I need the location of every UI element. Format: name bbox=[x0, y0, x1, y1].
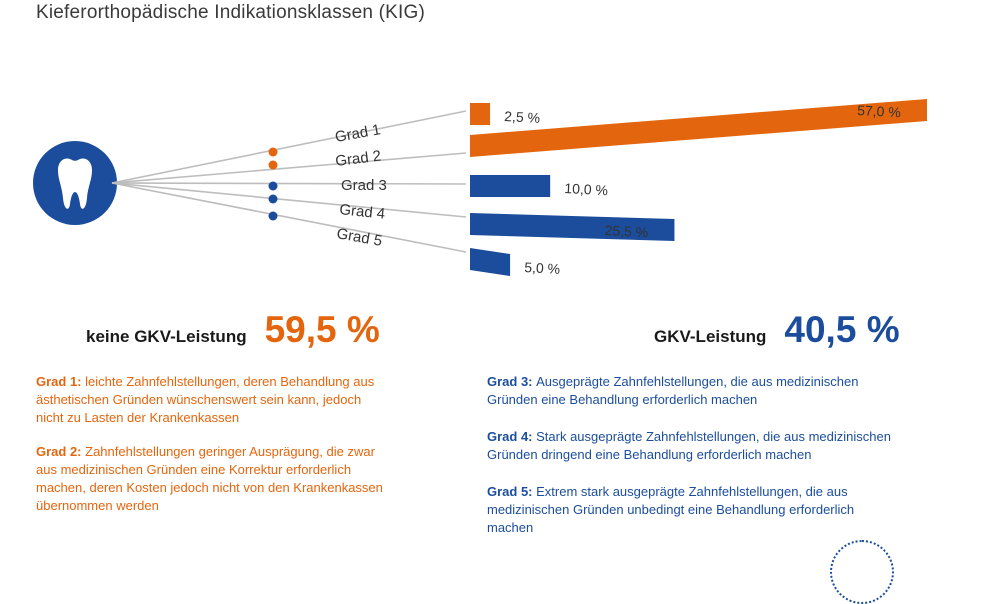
category-label-4: Grad 4 bbox=[339, 201, 386, 223]
desc-left-2: Grad 2: Zahnfehlstellungen geringer Ausp… bbox=[36, 443, 383, 515]
connector-line-3 bbox=[111, 182, 467, 185]
desc-right-3: Grad 5: Extrem stark ausgeprägte Zahnfeh… bbox=[487, 483, 854, 537]
desc-right-text: Gründen dringend eine Behandlung erforde… bbox=[487, 447, 812, 462]
summary-no-gkv-label: keine GKV-Leistung bbox=[86, 327, 247, 346]
value-label-grade-4: 25,5 % bbox=[604, 222, 648, 240]
category-label-3: Grad 3 bbox=[341, 177, 387, 194]
bar-grade-1 bbox=[470, 103, 491, 125]
desc-left-text: übernommen werden bbox=[36, 498, 159, 513]
desc-right-2: Grad 4: Stark ausgeprägte Zahnfehlstellu… bbox=[487, 428, 891, 464]
connector-line-4 bbox=[111, 182, 467, 218]
desc-left-heading: Grad 1: bbox=[36, 374, 86, 389]
value-label-grade-3: 10,0 % bbox=[564, 180, 608, 198]
desc-left-heading: Grad 2: bbox=[36, 444, 86, 459]
desc-left-1: Grad 1: leichte Zahnfehlstellungen, dere… bbox=[36, 373, 374, 427]
desc-left-text: nicht zu Lasten der Krankenkassen bbox=[36, 410, 240, 425]
desc-right-text: Stark ausgeprägte Zahnfehlstellungen, di… bbox=[536, 429, 891, 444]
desc-right-heading: Grad 3: bbox=[487, 374, 537, 389]
desc-right-text: machen bbox=[487, 520, 534, 535]
grade-dot-3 bbox=[268, 181, 278, 191]
grade-dot-2 bbox=[268, 160, 278, 170]
chart-title: Kieferorthopädische Indikationsklassen (… bbox=[36, 2, 425, 23]
summary-gkv-value: 40,5 % bbox=[784, 309, 900, 350]
desc-right-text: Extrem stark ausgeprägte Zahnfehlstellun… bbox=[536, 484, 848, 499]
bar-grade-3 bbox=[470, 175, 551, 197]
desc-left-text: ästhetischen Gründen wünschenswert sein … bbox=[36, 392, 362, 407]
desc-right-heading: Grad 4: bbox=[487, 429, 537, 444]
desc-right-text: Gründen eine Behandlung erforderlich mac… bbox=[487, 392, 758, 407]
bar-grade-2 bbox=[470, 99, 927, 157]
category-label-1: Grad 1 bbox=[334, 121, 382, 146]
desc-right-text: medizinischen Gründen unbedingt eine Beh… bbox=[487, 502, 855, 517]
desc-right-text: Ausgeprägte Zahnfehlstellungen, die aus … bbox=[536, 374, 859, 389]
desc-left-text: Zahnfehlstellungen geringer Ausprägung, … bbox=[85, 444, 375, 459]
value-label-grade-2: 57,0 % bbox=[857, 102, 901, 120]
seal-logo bbox=[830, 540, 894, 604]
grade-dot-1 bbox=[268, 147, 278, 157]
summary-gkv: GKV-Leistung 40,5 % bbox=[654, 309, 900, 351]
desc-left-text: leichte Zahnfehlstellungen, deren Behand… bbox=[85, 374, 375, 389]
connector-line-5 bbox=[111, 182, 467, 253]
summary-no-gkv: keine GKV-Leistung 59,5 % bbox=[86, 309, 380, 351]
value-label-grade-5: 5,0 % bbox=[524, 259, 561, 277]
grade-dot-4 bbox=[268, 194, 278, 204]
connector-line-1 bbox=[111, 110, 467, 184]
grade-dot-5 bbox=[268, 211, 278, 221]
desc-left-text: aus medizinischen Gründen eine Korrektur… bbox=[36, 462, 352, 477]
category-label-2: Grad 2 bbox=[334, 148, 382, 170]
summary-gkv-label: GKV-Leistung bbox=[654, 327, 767, 346]
summary-no-gkv-value: 59,5 % bbox=[264, 309, 380, 350]
kig-chart: Grad 1 2,5 % Grad 2 57,0 % Grad 3 10,0 % Grad … bbox=[33, 99, 927, 277]
category-label-5: Grad 5 bbox=[335, 225, 383, 250]
bar-grade-5 bbox=[470, 248, 511, 276]
desc-right-heading: Grad 5: bbox=[487, 484, 537, 499]
tooth-icon bbox=[33, 141, 117, 225]
desc-left-text: machen, deren Kosten jedoch nicht von de… bbox=[36, 480, 383, 495]
bar-grade-4 bbox=[470, 213, 675, 241]
value-label-grade-1: 2,5 % bbox=[504, 108, 541, 126]
connector-line-2 bbox=[111, 152, 467, 184]
desc-right-1: Grad 3: Ausgeprägte Zahnfehlstellungen, … bbox=[487, 373, 858, 409]
